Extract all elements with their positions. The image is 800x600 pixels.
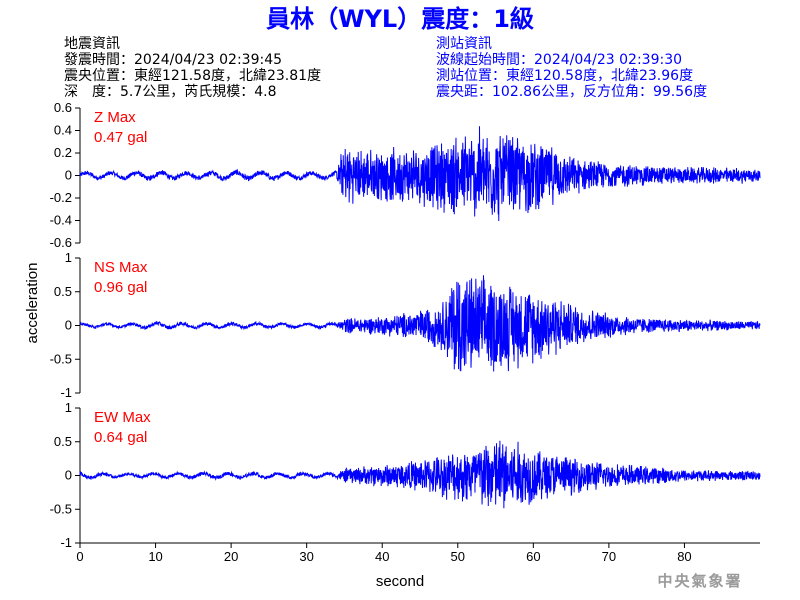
y-tick-label: -0.5 bbox=[50, 501, 72, 516]
waveform-ns bbox=[79, 275, 761, 372]
x-tick-label: 60 bbox=[526, 549, 540, 564]
epicentral-distance: 震央距：102.86公里，反方位角：99.56度 bbox=[436, 84, 707, 100]
chart-title: 員林（WYL）震度：1級 bbox=[265, 5, 534, 33]
station-location: 測站位置：東經120.58度，北緯23.96度 bbox=[436, 68, 693, 84]
x-tick-label: 0 bbox=[76, 549, 83, 564]
station-info-heading: 測站資訊 bbox=[436, 36, 492, 52]
y-tick-label: 0.5 bbox=[54, 434, 72, 449]
quake-info: 地震資訊 發震時間：2024/04/23 02:39:45 震央位置：東經121… bbox=[64, 36, 321, 100]
panel-ns: 1 0.5 0 -0.5 -1 NS Max 0.96 gal bbox=[50, 250, 761, 400]
panels: 0.6 0.4 0.2 0 -0.2 -0.4 -0.6 Z Max 0.47 gal 1 0.5 0… bbox=[50, 100, 761, 550]
y-axis-title: acceleration bbox=[24, 263, 41, 344]
y-tick-label: 1 bbox=[65, 250, 72, 265]
y-tick-label: 0 bbox=[65, 318, 72, 333]
x-tick-label: 20 bbox=[224, 549, 238, 564]
max-value: 0.96 gal bbox=[94, 279, 147, 296]
y-tick-label: 0 bbox=[65, 168, 72, 183]
wave-start-time: 波線起始時間：2024/04/23 02:39:30 bbox=[436, 52, 682, 68]
y-tick-label: 1 bbox=[65, 400, 72, 415]
max-label: NS Max bbox=[94, 259, 148, 276]
depth-magnitude: 深 度：5.7公里，芮氏規模：4.8 bbox=[64, 83, 277, 100]
quake-info-heading: 地震資訊 bbox=[64, 36, 120, 52]
x-tick-label: 80 bbox=[677, 549, 691, 564]
panel-ew: 1 0.5 0 -0.5 -1 EW Max 0.64 gal bbox=[50, 400, 761, 550]
panel-z: 0.6 0.4 0.2 0 -0.2 -0.4 -0.6 Z Max 0.47 gal bbox=[50, 100, 761, 250]
y-tick-label: -0.5 bbox=[50, 351, 72, 366]
x-tick-label: 70 bbox=[602, 549, 616, 564]
max-label: Z Max bbox=[94, 109, 136, 126]
x-tick-label: 30 bbox=[299, 549, 313, 564]
y-tick-label: -0.4 bbox=[50, 213, 72, 228]
y-tick-label: -0.6 bbox=[50, 235, 72, 250]
y-tick-label: 0.2 bbox=[54, 145, 72, 160]
cwa-credit: 中央氣象署 bbox=[657, 572, 742, 590]
x-tick-label: 40 bbox=[375, 549, 389, 564]
y-tick-label: -0.2 bbox=[50, 190, 72, 205]
y-tick-label: -1 bbox=[60, 385, 72, 400]
station-info: 測站資訊 波線起始時間：2024/04/23 02:39:30 測站位置：東經1… bbox=[436, 36, 707, 100]
y-tick-label: 0.4 bbox=[54, 123, 72, 138]
x-axis: 0 10 20 30 40 50 60 70 80 bbox=[76, 542, 760, 564]
max-label: EW Max bbox=[94, 409, 151, 426]
waveform-ew bbox=[79, 440, 761, 509]
origin-time: 發震時間：2024/04/23 02:39:45 bbox=[64, 52, 282, 68]
y-tick-label: 0 bbox=[65, 468, 72, 483]
x-tick-label: 50 bbox=[451, 549, 465, 564]
x-axis-title: second bbox=[376, 573, 424, 590]
epicenter: 震央位置：東經121.58度，北緯23.81度 bbox=[64, 68, 321, 84]
x-tick-label: 10 bbox=[148, 549, 162, 564]
max-value: 0.64 gal bbox=[94, 429, 147, 446]
y-tick-label: 0.6 bbox=[54, 100, 72, 115]
max-value: 0.47 gal bbox=[94, 129, 147, 146]
waveform-z bbox=[79, 126, 761, 221]
y-tick-label: -1 bbox=[60, 535, 72, 550]
y-tick-label: 0.5 bbox=[54, 284, 72, 299]
